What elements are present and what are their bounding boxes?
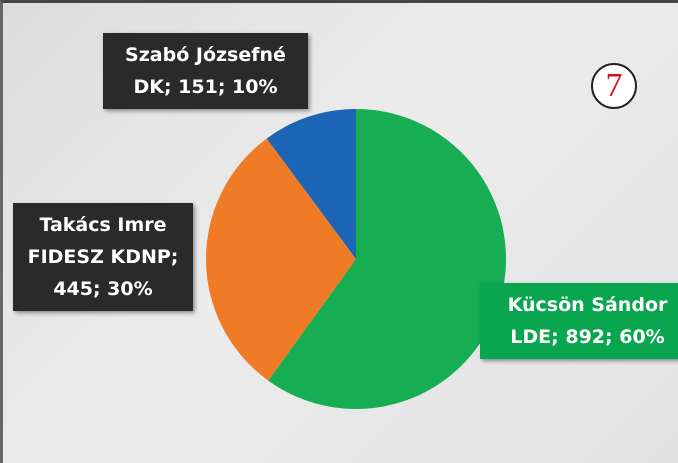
slice-label: Kücsön Sándor LDE; 892; 60% xyxy=(480,283,678,359)
pie-slice xyxy=(266,109,356,259)
label-name: Szabó Józsefné xyxy=(125,44,286,66)
pie-slice xyxy=(205,138,356,381)
label-value: FIDESZ KDNP; 445; 30% xyxy=(27,246,179,300)
slice-label: Takács Imre FIDESZ KDNP; 445; 30% xyxy=(13,203,193,311)
label-value: DK; 151; 10% xyxy=(133,76,278,98)
annotation: 7 xyxy=(591,63,637,109)
slice-label: Szabó Józsefné DK; 151; 10% xyxy=(103,33,308,109)
pie-slice xyxy=(268,109,506,409)
label-value: LDE; 892; 60% xyxy=(510,326,665,348)
label-name: Kücsön Sándor xyxy=(507,294,668,316)
pie-area xyxy=(205,109,506,409)
label-name: Takács Imre xyxy=(39,214,167,236)
